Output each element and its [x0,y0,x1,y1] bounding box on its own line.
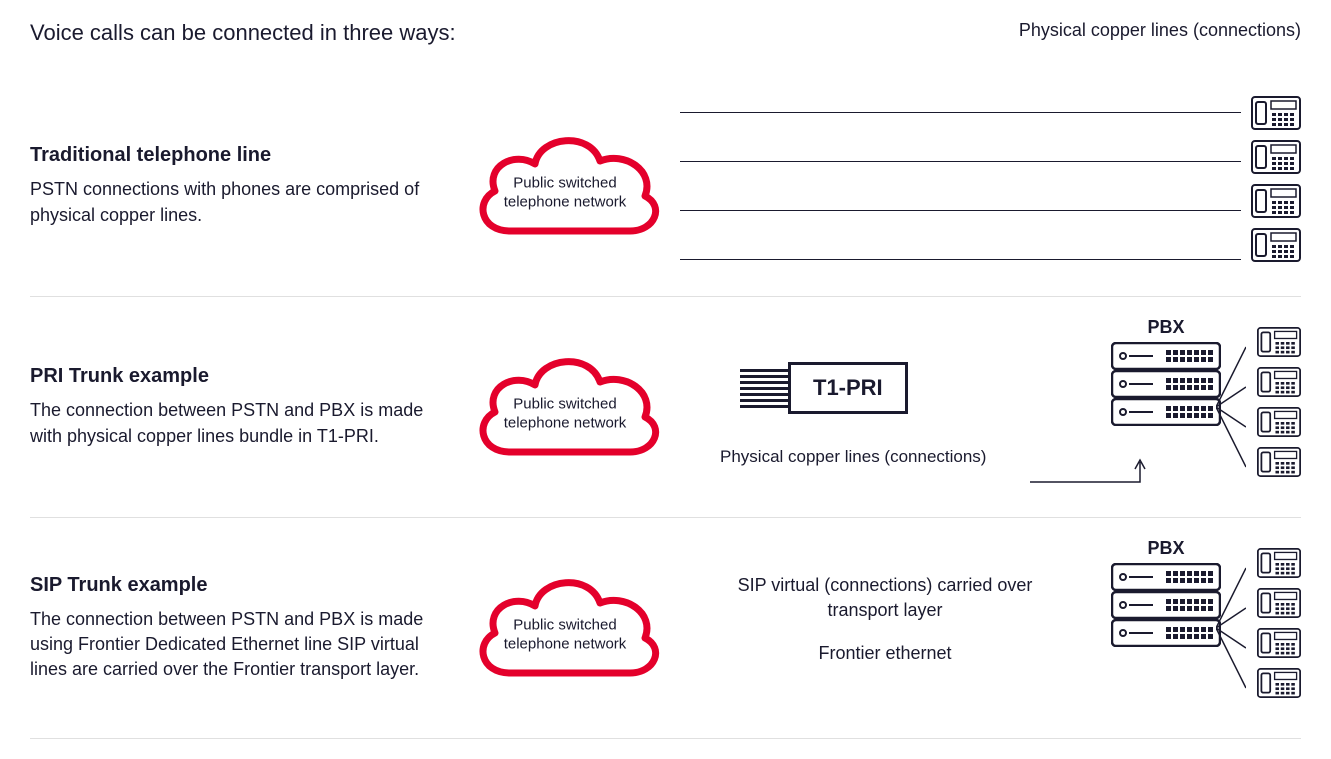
phone-icon [1251,96,1301,130]
phone-icon [1251,140,1301,174]
physical-lines-label: Physical copper lines (connections) [720,447,986,467]
t1-pri-label: T1-PRI [788,362,908,414]
pbx-unit-icon [1111,398,1221,426]
fanout-lines-icon [1216,563,1246,693]
phone-icon [1257,327,1301,357]
pbx-unit-icon [1111,370,1221,398]
pbx-label: PBX [1111,538,1221,559]
phone-icon [1257,628,1301,658]
section-heading: Traditional telephone line [30,144,430,167]
cloud-icon: Public switched telephone network [460,116,670,256]
phones-stack [1251,96,1301,262]
copper-lines [680,106,1241,266]
section-heading: SIP Trunk example [30,574,430,597]
section-body: The connection between PSTN and PBX is m… [30,398,430,448]
section-pri-trunk: PRI Trunk example The connection between… [30,297,1301,518]
pbx-unit-icon [1111,563,1221,591]
phone-icon [1257,548,1301,578]
phone-icon [1251,228,1301,262]
cloud-label: Public switched telephone network [495,616,635,654]
phone-icon [1257,447,1301,477]
cloud-label: Public switched telephone network [495,395,635,433]
phones-stack [1257,548,1301,698]
section-traditional: Traditional telephone line PSTN connecti… [30,76,1301,297]
t1-cable-icon [740,369,790,408]
pbx-label: PBX [1111,317,1221,338]
top-right-label: Physical copper lines (connections) [1019,20,1301,41]
pbx-unit-icon [1111,619,1221,647]
pbx-device: PBX [1111,538,1221,647]
pbx-device: PBX [1111,317,1221,426]
t1-pri-device: T1-PRI [740,362,908,414]
pbx-unit-icon [1111,591,1221,619]
phone-icon [1257,407,1301,437]
cloud-label: Public switched telephone network [495,174,635,212]
phones-stack [1257,327,1301,477]
sip-connections-label: SIP virtual (connections) carried over t… [720,573,1050,623]
section-body: PSTN connections with phones are compris… [30,177,430,227]
section-sip-trunk: SIP Trunk example The connection between… [30,518,1301,739]
page-title: Voice calls can be connected in three wa… [30,20,456,46]
pbx-unit-icon [1111,342,1221,370]
phone-icon [1251,184,1301,218]
phone-icon [1257,367,1301,397]
fanout-lines-icon [1216,342,1246,472]
cloud-icon: Public switched telephone network [460,558,670,698]
section-body: The connection between PSTN and PBX is m… [30,607,430,683]
section-heading: PRI Trunk example [30,365,430,388]
cloud-icon: Public switched telephone network [460,337,670,477]
phone-icon [1257,668,1301,698]
arrow-to-pbx-icon [1030,457,1170,497]
frontier-ethernet-label: Frontier ethernet [720,641,1050,666]
phone-icon [1257,588,1301,618]
